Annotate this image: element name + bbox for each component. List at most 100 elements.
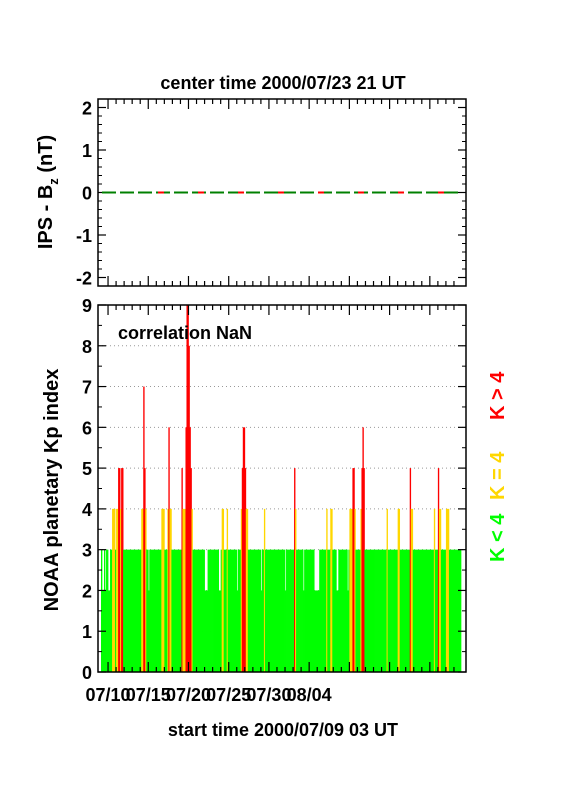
- kp-bar: [347, 590, 349, 672]
- kp-bar: [216, 549, 218, 672]
- kp-bar: [364, 549, 366, 672]
- kp-bar: [431, 549, 434, 672]
- kp-bar: [301, 549, 303, 672]
- kp-bar: [458, 549, 461, 672]
- kp-bar: [291, 549, 293, 672]
- kp-bar: [163, 508, 165, 672]
- kp-bar: [344, 549, 346, 672]
- kp-y-tick-label: 2: [82, 581, 92, 601]
- kp-bar: [198, 549, 200, 672]
- kp-bar: [123, 549, 125, 672]
- kp-bar: [131, 549, 133, 672]
- kp-bar: [432, 549, 435, 672]
- kp-bar: [227, 549, 230, 672]
- kp-bar: [237, 549, 240, 672]
- kp-bar: [337, 590, 339, 672]
- kp-bar: [446, 508, 449, 672]
- kp-bar: [310, 549, 312, 672]
- kp-bar: [332, 549, 334, 672]
- kp-bar: [119, 468, 121, 672]
- kp-bar: [281, 549, 283, 672]
- kp-bar: [374, 549, 376, 672]
- kp-bar: [334, 549, 336, 672]
- kp-bar: [345, 549, 347, 672]
- kp-bar: [167, 508, 169, 672]
- kp-bar: [164, 549, 166, 672]
- kp-bar: [284, 549, 286, 672]
- kp-bar: [196, 549, 198, 672]
- kp-x-tick-label: 08/04: [287, 685, 332, 705]
- kp-x-tick-label: 07/30: [246, 685, 291, 705]
- kp-x-tick-label: 07/15: [126, 685, 171, 705]
- kp-bar: [317, 590, 319, 672]
- kp-bar: [293, 549, 295, 672]
- kp-bar: [181, 468, 183, 672]
- kp-bar: [385, 549, 387, 672]
- top-y-tick-label: 0: [82, 184, 92, 204]
- kp-bar: [120, 508, 122, 672]
- kp-bar: [351, 508, 353, 672]
- kp-bar: [154, 549, 156, 672]
- kp-y-tick-label: 5: [82, 459, 92, 479]
- kp-bar: [200, 549, 202, 672]
- kp-bar: [325, 549, 327, 672]
- kp-bar: [209, 549, 211, 672]
- kp-bar: [161, 508, 163, 672]
- kp-bar: [444, 549, 447, 672]
- kp-bar: [112, 508, 114, 672]
- kp-bar: [409, 468, 412, 672]
- kp-bar: [128, 549, 130, 672]
- kp-bar: [365, 549, 367, 672]
- kp-bar: [266, 549, 269, 672]
- kp-bar: [312, 549, 314, 672]
- kp-bar: [352, 468, 354, 672]
- kp-bar: [426, 549, 429, 672]
- kp-bar: [174, 549, 176, 672]
- kp-bar: [222, 508, 225, 672]
- kp-bar: [130, 549, 132, 672]
- kp-bar: [146, 549, 148, 672]
- kp-bar: [451, 549, 454, 672]
- kp-bar: [287, 549, 289, 672]
- correlation-annotation: correlation NaN: [118, 323, 252, 343]
- kp-bar: [383, 549, 385, 672]
- top-panel-y-ticks: -2 -1 0 1 2: [76, 99, 466, 289]
- kp-bar: [346, 549, 348, 672]
- bz-label-unit: (nT): [35, 135, 57, 178]
- kp-bar: [428, 549, 431, 672]
- kp-y-tick-label: 7: [82, 378, 92, 398]
- kp-bar: [391, 549, 393, 672]
- kp-bar: [221, 508, 224, 672]
- kp-bar: [255, 549, 258, 672]
- kp-bar: [153, 549, 155, 672]
- kp-bar: [420, 549, 423, 672]
- kp-bar: [443, 549, 446, 672]
- kp-bar: [288, 549, 290, 672]
- kp-bar: [335, 549, 337, 672]
- kp-bar: [168, 427, 170, 672]
- kp-bar: [423, 549, 426, 672]
- kp-bar: [362, 427, 364, 672]
- kp-bar: [126, 549, 128, 672]
- kp-bar: [176, 549, 178, 672]
- kp-bar: [218, 590, 221, 672]
- kp-bar: [160, 549, 162, 672]
- kp-bar: [193, 549, 195, 672]
- kp-bar: [320, 549, 322, 672]
- kp-bar: [256, 549, 259, 672]
- kp-bar: [359, 549, 361, 672]
- kp-bar: [107, 549, 109, 672]
- kp-bar: [135, 549, 137, 672]
- kp-bar: [207, 549, 209, 672]
- kp-bar: [436, 549, 439, 672]
- kp-bar: [117, 508, 119, 672]
- kp-bar: [273, 549, 276, 672]
- kp-bar: [124, 549, 126, 672]
- kp-y-ticks: 0 1 2 3 4 5 6 7 8 9: [82, 296, 466, 683]
- kp-bar: [430, 549, 433, 672]
- kp-bar: [215, 549, 217, 672]
- kp-bar: [321, 549, 323, 672]
- kp-bar: [309, 549, 311, 672]
- kp-bar: [429, 549, 432, 672]
- top-panel-title: center time 2000/07/23 21 UT: [160, 73, 405, 93]
